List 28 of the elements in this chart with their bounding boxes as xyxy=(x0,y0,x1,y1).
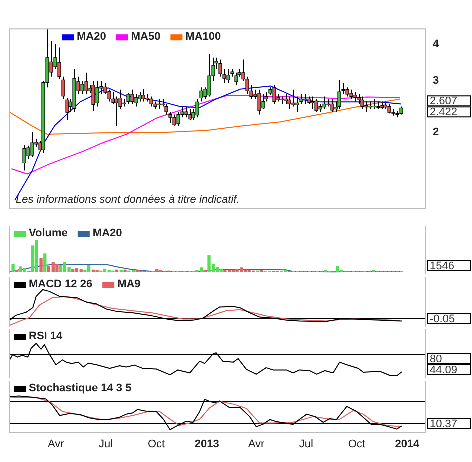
y-tick-label: 4 xyxy=(433,38,440,51)
text: 44.09 xyxy=(430,364,458,377)
text: -0.05 xyxy=(430,314,456,326)
x-tick-label: Avr xyxy=(248,438,265,451)
legend-label: RSI 14 xyxy=(29,330,64,343)
text: 2.422 xyxy=(430,106,458,119)
legend-label: MACD 12 26 xyxy=(29,278,93,291)
legend-label: MA20 xyxy=(77,31,106,44)
y-tick-label: 3 xyxy=(433,75,440,88)
legend-label: MA50 xyxy=(131,31,161,44)
text: 10.37 xyxy=(430,418,458,431)
legend-label: Volume xyxy=(29,228,68,240)
legend-label: Stochastique 14 3 5 xyxy=(29,382,132,395)
x-tick-label: 2014 xyxy=(395,438,421,451)
annotation: Les informations sont données à titre indicatif. xyxy=(16,194,240,206)
x-tick-label: Avr xyxy=(48,438,65,451)
x-tick-label: Oct xyxy=(348,438,366,451)
legend-label: MA20 xyxy=(92,228,122,240)
text: 1546 xyxy=(430,260,454,273)
text: 2.607 xyxy=(430,96,458,108)
x-tick-label: Oct xyxy=(148,438,166,451)
x-tick-label: Jul xyxy=(299,438,314,451)
text: 80 xyxy=(430,354,442,366)
x-tick-label: 2013 xyxy=(194,438,220,451)
legend-label: MA9 xyxy=(118,278,141,291)
x-tick-label: Jul xyxy=(99,438,114,451)
legend-label: MA100 xyxy=(186,31,222,44)
y-tick-label: 2 xyxy=(433,126,440,139)
